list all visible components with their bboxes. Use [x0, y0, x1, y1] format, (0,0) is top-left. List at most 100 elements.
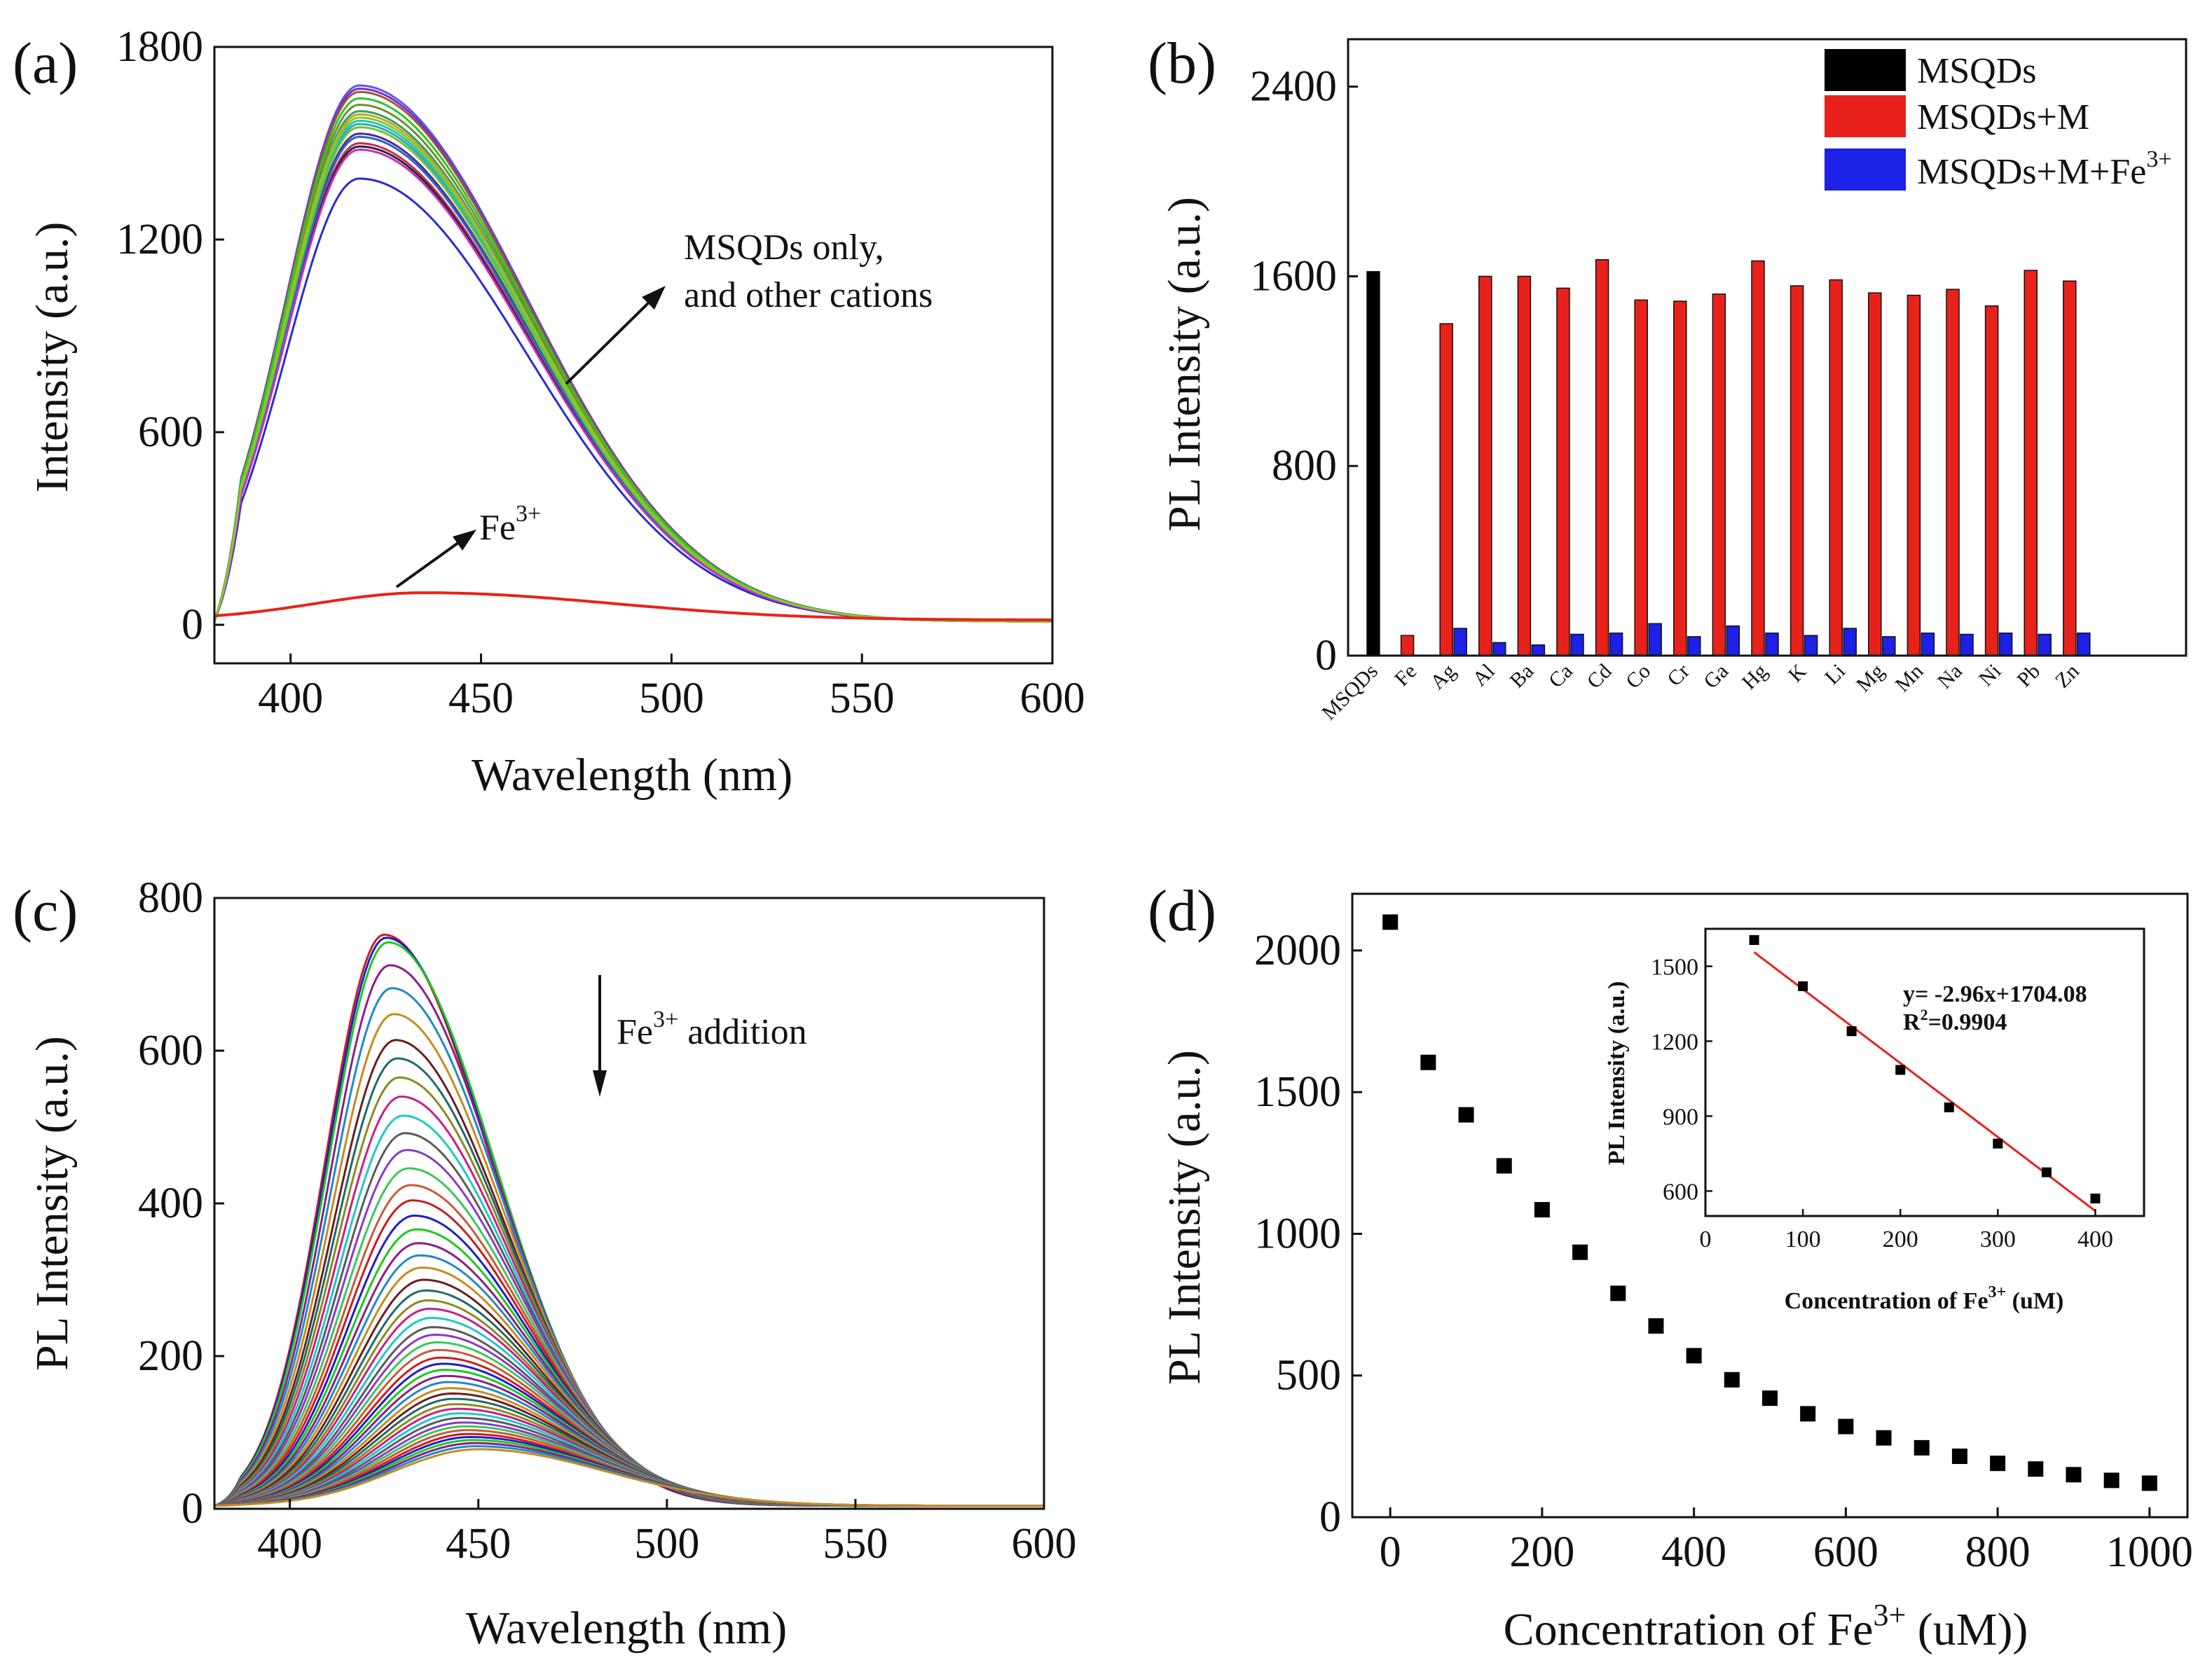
scatter-point: [1572, 1244, 1588, 1260]
bar-cr-msqds-m-fe: [1687, 636, 1701, 656]
fe-arrow: [395, 539, 462, 588]
bar-na-msqds-m: [1946, 289, 1960, 656]
legend-swatch-msqds-m-fe: [1825, 148, 1906, 191]
bar-category-label: Co: [1621, 660, 1655, 693]
panel-c-xtick-label: 450: [446, 1520, 511, 1568]
scatter-point: [1762, 1390, 1778, 1407]
scatter-point: [1534, 1202, 1550, 1218]
bar-category-label: Hg: [1738, 660, 1772, 694]
inset-ylabel: PL Intensity (a.u.): [1604, 981, 1630, 1166]
panel-a-ytick-label: 1800: [116, 23, 203, 71]
scatter-point: [2066, 1467, 2082, 1483]
legend-swatch-msqds-m: [1825, 95, 1906, 137]
scatter-point: [1458, 1107, 1474, 1123]
panel-d-xtick-label: 0: [1380, 1528, 1401, 1576]
titration-line-50: [214, 1448, 1044, 1507]
panel-b: (b) PL Intensity (a.u.) MSQDs Fe Ag Al Ba Ca C…: [1148, 31, 2187, 725]
bar-ba-msqds-m: [1517, 275, 1532, 656]
panel-a-plot-frame: [213, 46, 1054, 665]
bar-mg-msqds-m: [1868, 292, 1882, 656]
panel-a-label: (a): [13, 31, 78, 96]
bar-li-msqds-m-fe: [1843, 628, 1857, 656]
panel-c-annotation: Fe3+ addition: [593, 975, 807, 1097]
legend-label-msqds-m-fe: MSQDs+M+Fe3+: [1917, 146, 2172, 192]
panel-d-inset: 0 100 200 300 400 600 900 1200 1500 PL Intensity…: [1604, 927, 2145, 1314]
panel-c-xtick-label: 500: [634, 1520, 699, 1568]
bar-category-label: Cr: [1663, 660, 1694, 691]
bar-ni-msqds-m-fe: [1998, 633, 2013, 656]
scatter-point: [1838, 1418, 1854, 1435]
inset-point: [2090, 1194, 2101, 1204]
bar-mg-msqds-m-fe: [1882, 636, 1896, 656]
panel-d-xtick-label: 200: [1509, 1528, 1574, 1576]
spectrum-line-cr: [213, 145, 1052, 623]
fe-arrowhead: [453, 530, 476, 551]
annotation-fe-addition: Fe3+ addition: [617, 1007, 807, 1052]
annotation-fe: Fe3+: [479, 501, 541, 548]
inset-plot-frame: [1704, 927, 2145, 1217]
scatter-point: [1914, 1439, 1930, 1456]
panel-a: (a) Intensity (a.u.) Wavelength (nm) 400…: [13, 23, 1085, 801]
panel-d-ytick-label: 1500: [1254, 1068, 1341, 1116]
panel-c-ytick-label: 400: [138, 1180, 203, 1227]
bar-na-msqds-m-fe: [1960, 633, 1974, 656]
panel-c-ytick-label: 200: [138, 1332, 203, 1380]
inset-equation: y= -2.96x+1704.08: [1903, 981, 2087, 1007]
panel-b-ytick-label: 1600: [1250, 252, 1337, 300]
panel-c-curves: [214, 933, 1044, 1507]
bar-al-msqds-m: [1478, 275, 1492, 656]
panel-d-ytick-label: 500: [1276, 1352, 1341, 1400]
bar-co-msqds-m: [1634, 299, 1648, 656]
scatter-point: [2141, 1475, 2157, 1491]
panel-a-curves: [213, 84, 1052, 623]
bar-k-msqds-m: [1789, 285, 1804, 656]
panel-c-xtick-label: 600: [1012, 1520, 1077, 1568]
panel-d-ylabel: PL Intensity (a.u.): [1159, 1050, 1210, 1385]
panel-b-ytick-label: 800: [1272, 442, 1337, 490]
inset-xlabel: Concentration of Fe3+ (uM): [1785, 1283, 2064, 1314]
inset-fit-segment: [1753, 951, 2096, 1213]
scatter-point: [1496, 1158, 1512, 1174]
bar-zn-msqds-m-fe: [2077, 633, 2091, 656]
panel-d-label: (d): [1148, 878, 1216, 944]
panel-c-label: (c): [13, 878, 78, 944]
inset-point: [1895, 1065, 1906, 1075]
bar-category-label: Cd: [1582, 660, 1616, 693]
inset-ytick-label: 1200: [1651, 1029, 1698, 1055]
panel-a-xtick-label: 450: [448, 675, 514, 722]
bar-category-label: Ga: [1699, 660, 1733, 693]
panel-d-xtick-label: 800: [1965, 1528, 2031, 1576]
panel-d-ytick-label: 2000: [1254, 927, 1341, 974]
bar-pb-msqds-m: [2024, 270, 2038, 656]
inset-xtick-label: 400: [2077, 1227, 2113, 1252]
spectrum-line-fe: [214, 591, 1052, 621]
spectrum-line-li: [213, 113, 1052, 623]
bar-cr-msqds-m: [1673, 300, 1687, 656]
inset-ticks: 0 100 200 300 400 600 900 1200 1500: [1651, 954, 2113, 1252]
scatter-point: [1420, 1054, 1436, 1070]
bar-fe-msqds-m: [1400, 635, 1415, 656]
inset-point: [1993, 1138, 2003, 1149]
bar-category-label: Zn: [2051, 660, 2084, 693]
bar-category-label: Al: [1468, 660, 1499, 691]
spectrum-line-k: [213, 119, 1052, 623]
scatter-point: [1951, 1449, 1967, 1465]
scatter-point: [1610, 1285, 1626, 1301]
bar-mn-msqds-m-fe: [1921, 633, 1935, 656]
bar-ga-msqds-m-fe: [1726, 625, 1740, 656]
panel-d-xlabel: Concentration of Fe3+ (uM)): [1504, 1598, 2028, 1655]
panel-a-ytick-label: 1200: [116, 216, 203, 263]
annotation-cations-line2: and other cations: [684, 275, 933, 315]
panel-c-ylabel: PL Intensity (a.u.): [27, 1036, 78, 1371]
bar-ba-msqds-m-fe: [1531, 644, 1546, 656]
panel-c-ytick-label: 800: [138, 874, 203, 922]
panel-b-ytick-label: 0: [1315, 632, 1337, 679]
inset-ytick-label: 900: [1663, 1104, 1698, 1130]
bar-category-label: Na: [1933, 660, 1967, 693]
panel-d-points: [1382, 914, 2157, 1491]
panel-b-plot-frame: [1347, 38, 2187, 657]
bar-msqds-msqds: [1366, 270, 1380, 656]
bar-category-label: Pb: [2012, 660, 2045, 692]
panel-c: (c) PL Intensity (a.u.) Wavelength (nm) …: [13, 874, 1077, 1654]
